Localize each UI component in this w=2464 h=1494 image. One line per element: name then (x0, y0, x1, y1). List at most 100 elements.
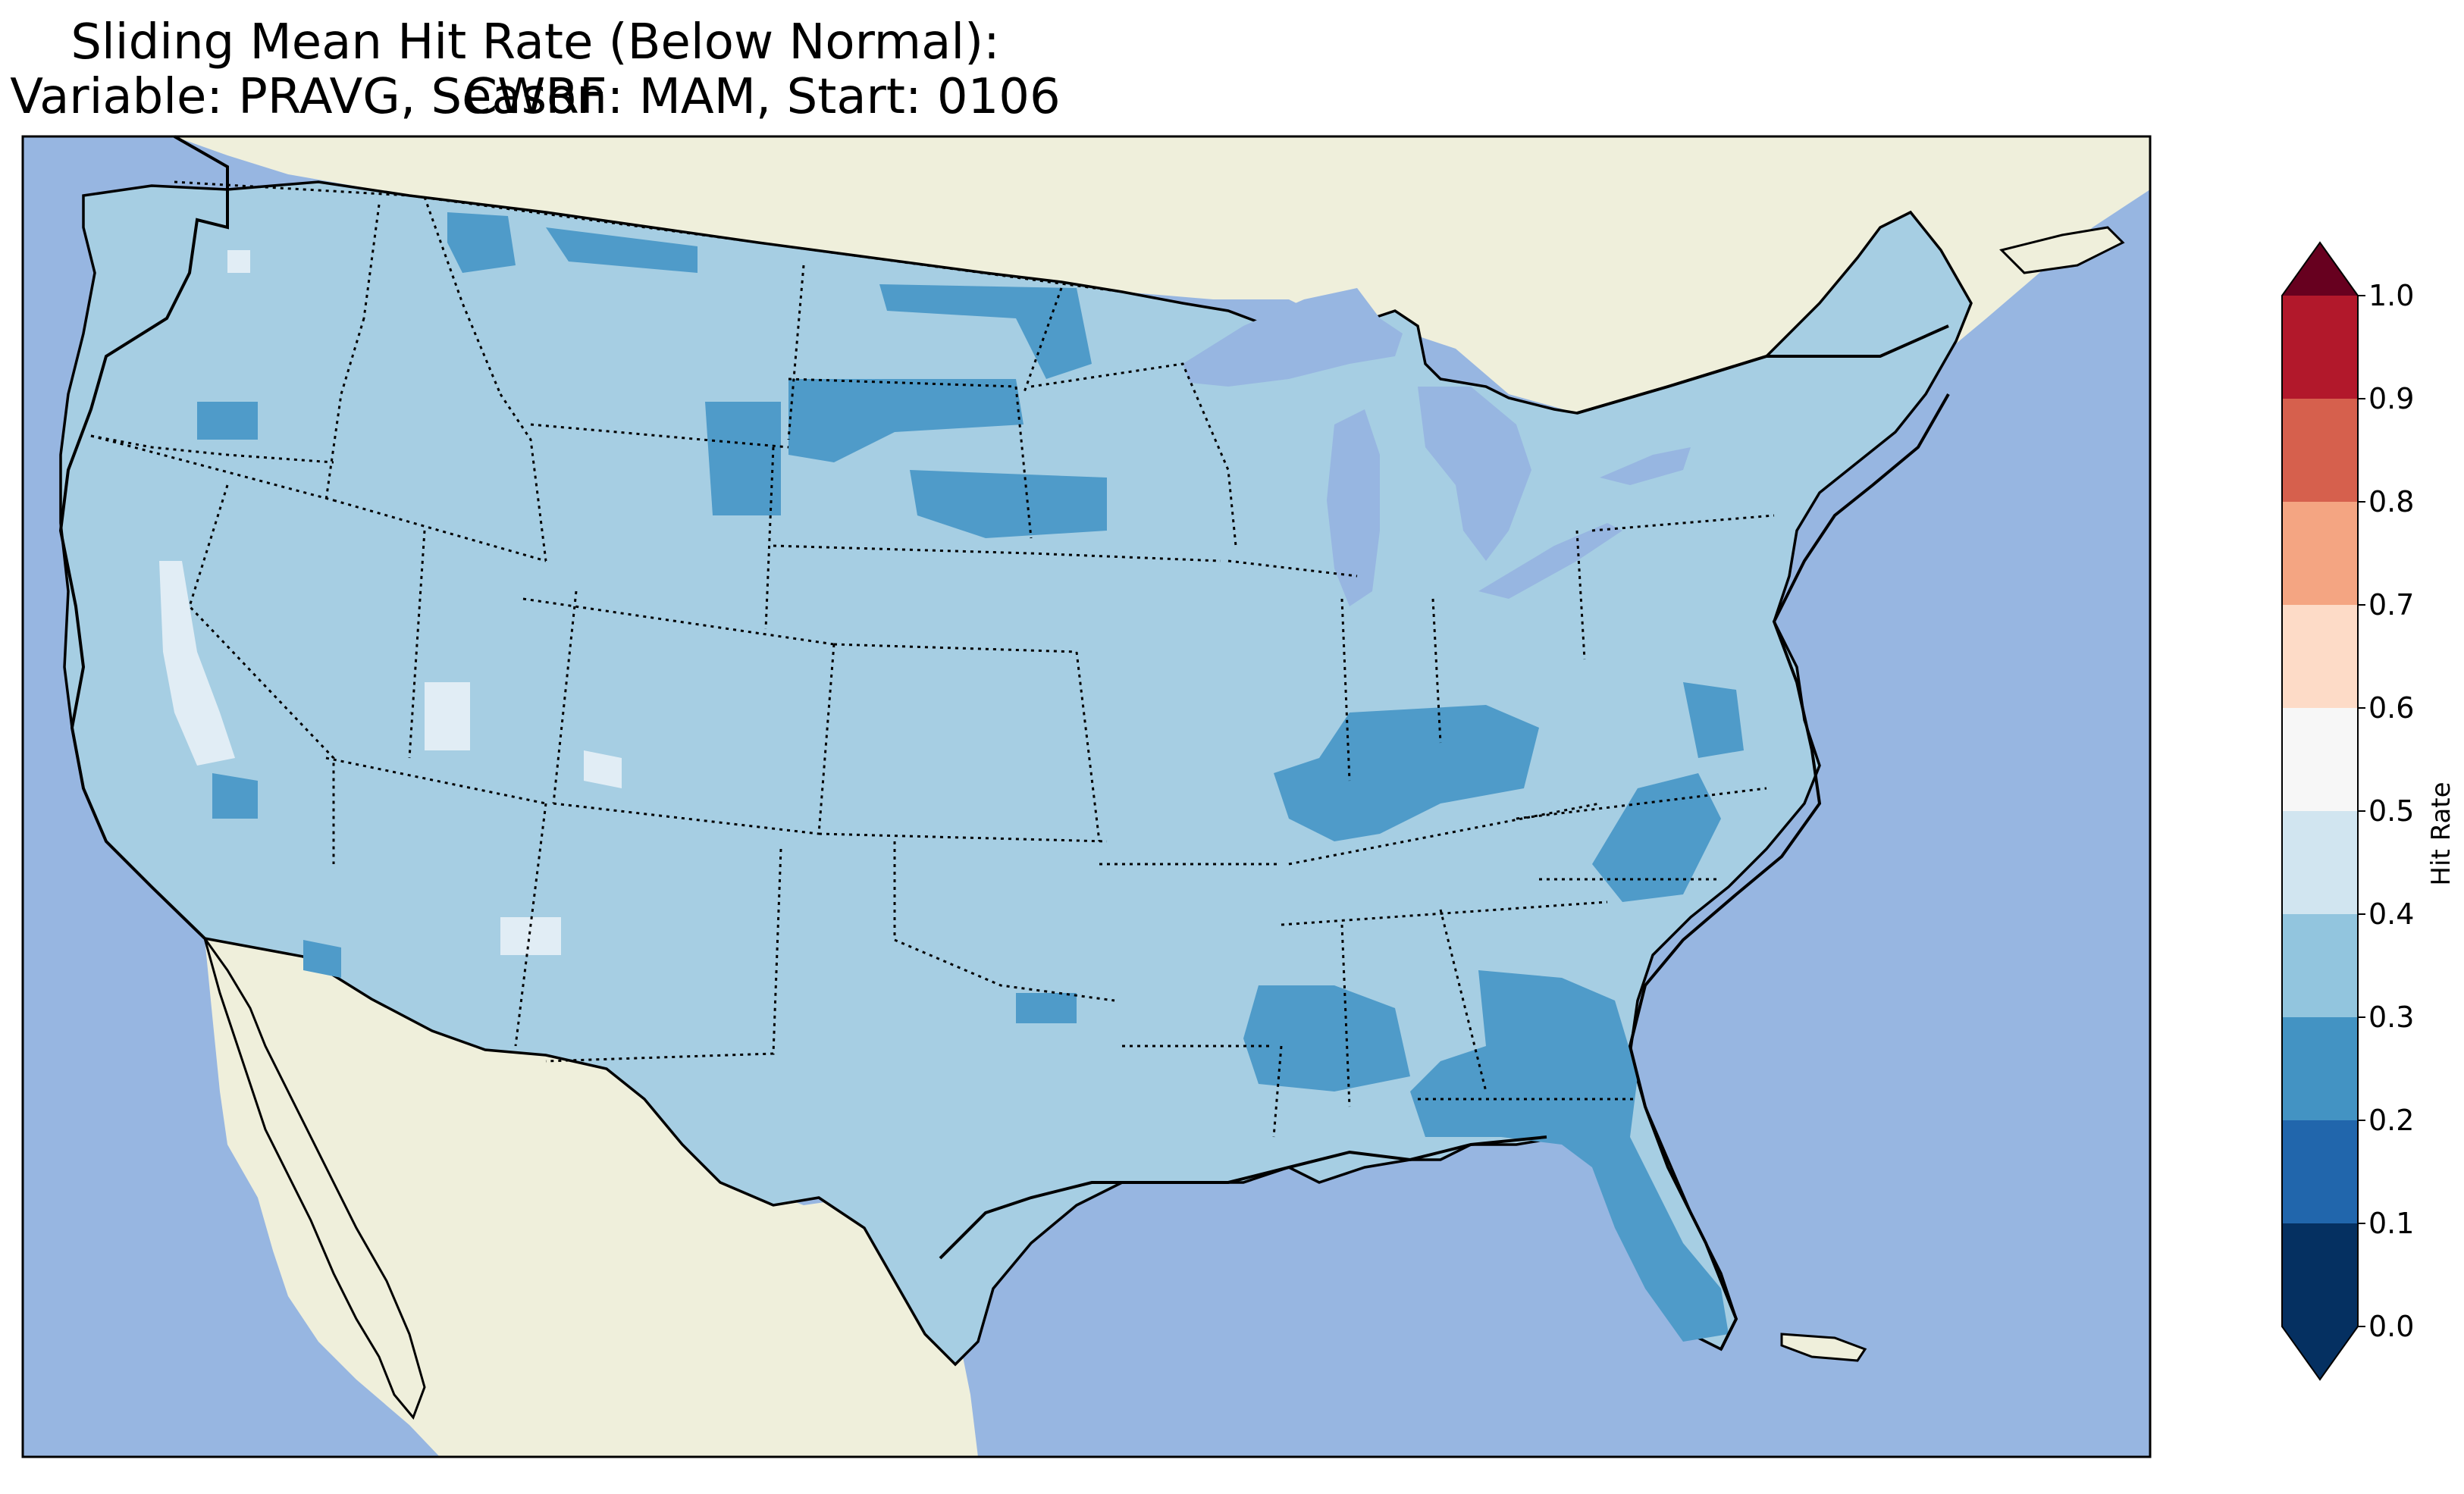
atlantic-coast (1628, 393, 1950, 1350)
border-nm-tx (545, 848, 782, 1063)
region-mississippi-alabama (1243, 985, 1410, 1092)
border-nd-sd (788, 377, 1017, 388)
region-south-dakota (788, 379, 1024, 462)
region-utah-spot (425, 682, 470, 750)
low-hit-rate-regions (197, 212, 1744, 1342)
region-georgia-florida (1410, 970, 1729, 1342)
colorbar-tick-0.5: 0.5 (2368, 794, 2415, 828)
colorbar-bin-0.9-1.0 (2282, 296, 2358, 399)
border-sd-mn-ia (1014, 386, 1033, 539)
border-oh-pa (1575, 530, 1586, 660)
lake-superior (1183, 288, 1403, 387)
region-idaho-spot (197, 402, 258, 440)
region-arizona-north (584, 750, 622, 788)
region-nevada-spot (212, 773, 258, 819)
region-wyoming-ne (705, 402, 781, 515)
lake-erie (1478, 523, 1622, 599)
chart-title-line2: Variable: PRAVG, Season: MAM, Start: 010… (10, 69, 1061, 125)
colorbar-tick-0.7: 0.7 (2368, 588, 2415, 622)
canada-land (174, 136, 2150, 413)
colorbar-bin-0.4-0.5 (2282, 811, 2358, 914)
colorbar-bin-0.2-0.3 (2282, 1017, 2358, 1120)
border-il-in (1340, 598, 1351, 781)
border-ut-co (552, 590, 578, 804)
high-hit-rate-regions (159, 250, 622, 955)
colorbar-bin-0.5-0.6 (2282, 708, 2358, 811)
colorbar-tick-0.3: 0.3 (2368, 1001, 2415, 1034)
region-montana-border (546, 227, 698, 273)
region-oregon-spot (227, 250, 250, 273)
gulf-coast (939, 1135, 1547, 1260)
nova-scotia-land (1999, 226, 2125, 274)
colorbar-under-triangle (2282, 1326, 2358, 1380)
border-ne-ks (833, 643, 1077, 653)
border-ca-nv (188, 484, 335, 864)
pacific-coast (58, 135, 229, 940)
region-arizona-south (500, 917, 561, 955)
border-mo-ia (1030, 552, 1221, 562)
lake-huron (1418, 387, 1531, 561)
colorbar-tick-0.4: 0.4 (2368, 897, 2415, 931)
border-la-ms (1272, 1045, 1283, 1138)
border-ms-al (1340, 924, 1351, 1107)
lake-ontario (1600, 447, 1691, 485)
region-california-central (159, 561, 235, 766)
border-az-nm (514, 803, 547, 1047)
colorbar-tick-marks (2358, 295, 2365, 1327)
colorbar-label: Hit Rate (2426, 781, 2456, 886)
border-mt-wy (530, 423, 789, 449)
colorbar-over-triangle (2282, 243, 2358, 296)
colorbar-tick-0.1: 0.1 (2368, 1207, 2415, 1240)
colorbar-bin-0.0-0.1 (2282, 1223, 2358, 1326)
region-texas-spot (1016, 993, 1077, 1023)
lake-michigan (1327, 409, 1380, 606)
baja-land (203, 938, 426, 1420)
border-mt-nd (787, 265, 805, 440)
region-north-carolina (1592, 773, 1721, 902)
region-virginia-east (1683, 682, 1744, 758)
region-arizona-spot (303, 940, 341, 978)
region-kentucky-tennessee (1274, 705, 1539, 841)
colorbar (2281, 241, 2365, 1381)
colorbar-tick-0.6: 0.6 (2368, 691, 2415, 725)
border-in-oh (1431, 598, 1442, 744)
map-frame (21, 135, 2152, 1458)
border-wy-ne (764, 446, 775, 630)
colorbar-bin-0.6-0.7 (2282, 605, 2358, 708)
border-co-ks (817, 644, 835, 835)
border-wa-or (90, 434, 334, 464)
border-co-nm (553, 802, 820, 835)
chart-title-line1: Sliding Mean Hit Rate (Below Normal): CW… (71, 14, 1000, 125)
colorbar-tick-0.8: 0.8 (2368, 485, 2415, 518)
border-wi-il (1227, 559, 1358, 578)
cuba-land (1780, 1333, 1867, 1362)
border-id-wy-ut (499, 393, 547, 562)
border-nv-ut (408, 530, 426, 759)
region-montana-north (447, 212, 516, 273)
border-nd-mn (1022, 287, 1063, 395)
border-ks-mo (1075, 651, 1101, 842)
colorbar-bin-0.3-0.4 (2282, 914, 2358, 1017)
colorbar-tick-0.0: 0.0 (2368, 1310, 2415, 1343)
colorbar-tick-0.9: 0.9 (2368, 382, 2415, 415)
colorbar-bin-0.1-0.2 (2282, 1120, 2358, 1223)
border-mn-wi (1030, 362, 1237, 547)
colorbar-tick-0.2: 0.2 (2368, 1104, 2415, 1137)
region-nebraska-north (910, 470, 1107, 538)
border-ks-ok (818, 832, 1108, 843)
border-id-nv-ut (333, 499, 547, 562)
us-canada-east-border (1576, 324, 1949, 415)
colorbar-tick-1.0: 1.0 (2368, 279, 2415, 312)
coastlines (58, 135, 1950, 1350)
border-pa-ny (1591, 514, 1775, 532)
border-tn-south (1281, 900, 1608, 926)
border-us-canada-west (174, 180, 1123, 293)
colorbar-bin-0.7-0.8 (2282, 502, 2358, 605)
region-north-dakota-east (879, 284, 1092, 379)
colorbar-bin-0.8-0.9 (2282, 399, 2358, 502)
border-sd-ne (773, 544, 1032, 555)
state-borders (90, 180, 1775, 1138)
border-al-ga (1439, 909, 1487, 1092)
great-lakes (1183, 288, 1691, 606)
